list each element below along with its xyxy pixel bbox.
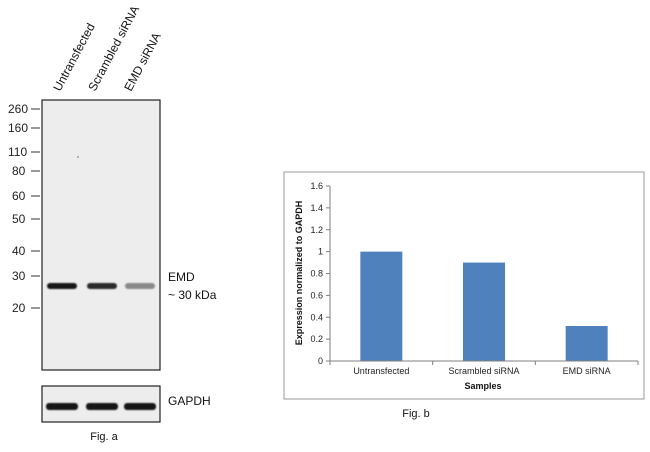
gapdh-label: GAPDH: [168, 394, 211, 408]
emd-band-label: EMD: [168, 270, 195, 284]
gapdh-band-group: [46, 403, 156, 410]
emd-band: [125, 283, 155, 289]
x-axis: Untransfected Scrambled siRNA EMD siRNA: [329, 360, 639, 376]
bar: [463, 262, 505, 361]
y-axis: 0 0.2 0.4 0.6 0.8 1 1.2 1.4 1.6: [310, 181, 331, 366]
mw-marker-ticks: [31, 108, 40, 309]
mw-label-260: 260: [8, 102, 28, 116]
mw-marker-labels: 260 160 110 80 60 50 40 30 20: [8, 102, 28, 315]
mw-label-60: 60: [12, 189, 26, 203]
bars: [360, 251, 608, 361]
x-axis-title: Samples: [464, 381, 501, 391]
gapdh-band: [46, 403, 78, 410]
y-tick-label: 1.4: [310, 203, 323, 213]
blot-speck: [77, 156, 79, 158]
lane-label-emd-sirna: EMD siRNA: [121, 30, 163, 93]
mw-label-160: 160: [8, 121, 28, 135]
bar-chart-panel: Expression normalized to GAPDH 0 0.2 0.4 0.…: [283, 171, 645, 420]
y-tick-label: 0: [318, 356, 323, 366]
blot-membrane: [41, 99, 161, 371]
emd-band: [87, 283, 117, 289]
y-tick-label: 1.6: [310, 181, 323, 191]
western-blot-panel: Untransfected Scrambled siRNA EMD siRNA …: [8, 3, 217, 443]
mw-label-50: 50: [12, 212, 26, 226]
mw-label-80: 80: [12, 164, 26, 178]
x-tick-label: Scrambled siRNA: [448, 366, 519, 376]
bar: [565, 326, 608, 361]
x-tick-label: EMD siRNA: [563, 366, 611, 376]
mw-label-40: 40: [12, 244, 26, 258]
mw-label-30: 30: [12, 269, 26, 283]
y-tick-label: 1: [318, 247, 323, 257]
y-tick-label: 0.8: [310, 269, 323, 279]
gapdh-band: [124, 403, 156, 410]
emd-size-label: ~ 30 kDa: [168, 288, 217, 302]
y-tick-label: 0.6: [310, 290, 323, 300]
y-tick-label: 0.4: [310, 312, 323, 322]
x-tick-label: Untransfected: [353, 366, 409, 376]
gapdh-band: [86, 403, 118, 410]
y-axis-title: Expression normalized to GAPDH: [294, 201, 304, 346]
fig-b-caption: Fig. b: [402, 408, 430, 420]
fig-a-caption: Fig. a: [90, 431, 118, 443]
y-tick-label: 1.2: [310, 225, 323, 235]
emd-band: [47, 283, 77, 289]
mw-label-110: 110: [8, 145, 27, 159]
bar: [360, 251, 403, 361]
mw-label-20: 20: [12, 301, 26, 315]
emd-band-group: [47, 283, 155, 289]
y-tick-label: 0.2: [310, 334, 323, 344]
